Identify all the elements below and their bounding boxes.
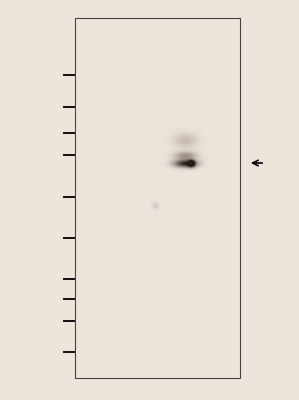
Text: 2: 2 [181, 5, 189, 15]
Bar [75, 18, 240, 378]
Text: 50: 50 [46, 192, 58, 202]
Text: 250: 250 [39, 70, 58, 80]
Text: 15: 15 [45, 316, 58, 326]
Text: 70: 70 [45, 150, 58, 160]
Bar [75, 18, 240, 378]
Text: 25: 25 [45, 274, 58, 284]
Text: 10: 10 [46, 348, 58, 356]
Text: 100: 100 [39, 128, 58, 138]
Text: 20: 20 [46, 294, 58, 304]
Text: 1: 1 [124, 5, 132, 15]
Text: 150: 150 [39, 102, 58, 112]
Text: 35: 35 [45, 234, 58, 242]
